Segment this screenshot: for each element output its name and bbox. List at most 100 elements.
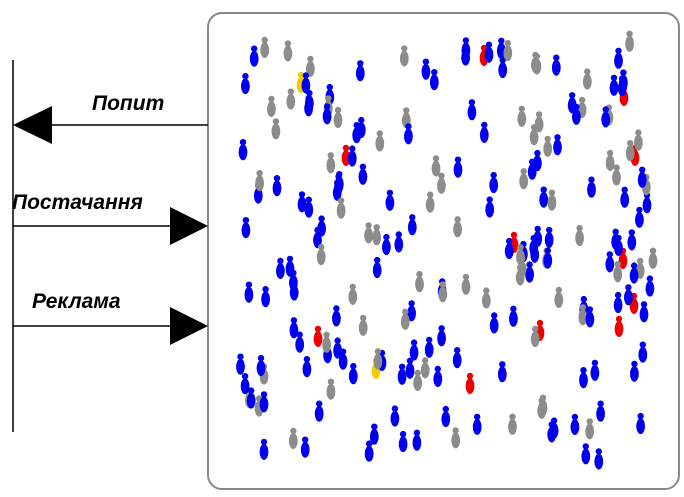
- agent-figure-blue: [385, 189, 395, 211]
- agent-figure-blue: [627, 229, 637, 251]
- agent-figure-gray: [271, 118, 281, 140]
- agent-figure-gray: [260, 36, 270, 58]
- agent-figure-gray: [438, 281, 448, 303]
- agent-figure-blue: [289, 317, 299, 339]
- agent-figure-blue: [614, 47, 623, 69]
- agent-figure-gray: [532, 53, 542, 75]
- agent-figure-blue: [553, 134, 562, 156]
- agent-figure-gray: [326, 378, 336, 400]
- agent-figure-gray: [375, 130, 385, 152]
- agent-figure-blue: [407, 300, 416, 322]
- agent-figure-blue: [364, 440, 374, 462]
- agent-figure-gray: [582, 68, 592, 90]
- agent-figure-blue: [289, 279, 299, 301]
- agent-figure-gray: [425, 191, 435, 213]
- agent-figure-blue: [624, 284, 633, 306]
- agent-figure-blue: [484, 41, 494, 63]
- agent-figure-blue: [352, 122, 362, 144]
- agent-figure-blue: [240, 373, 250, 395]
- agent-figure-gray: [364, 222, 373, 244]
- agent-figure-blue: [424, 336, 434, 358]
- agent-figure-blue: [613, 291, 623, 314]
- agent-figure-gray: [400, 308, 410, 330]
- agent-figure-blue: [369, 423, 379, 445]
- agent-figure-blue: [259, 438, 269, 460]
- agent-figure-blue: [322, 103, 332, 125]
- agent-figure-blue: [596, 400, 605, 422]
- agent-figure-blue: [543, 247, 553, 269]
- agent-figure-gray: [634, 129, 643, 151]
- agent-figure-blue: [241, 217, 251, 239]
- agent-figure-gray: [585, 418, 595, 440]
- agent-figure-gray: [306, 55, 315, 77]
- agent-figure-blue: [333, 337, 342, 359]
- agent-figure-blue: [452, 347, 462, 369]
- agent-figure-gray: [255, 170, 264, 192]
- agent-figure-red: [313, 325, 323, 347]
- agent-figure-blue: [629, 262, 639, 284]
- agent-figure-blue: [605, 251, 615, 273]
- agent-figure-gray: [578, 304, 588, 326]
- agent-figure-blue: [355, 60, 365, 82]
- agent-figure-blue: [256, 354, 266, 377]
- agent-figure-blue: [635, 206, 644, 228]
- agent-figure-blue: [238, 139, 248, 161]
- agent-figure-gray: [517, 105, 527, 127]
- agent-figure-blue: [504, 237, 514, 260]
- agent-figure-blue: [334, 173, 343, 195]
- agent-figure-gray: [437, 172, 446, 194]
- agent-figure-blue: [332, 305, 341, 327]
- agent-figure-blue: [304, 95, 313, 117]
- agent-figure-blue: [581, 443, 591, 465]
- agent-figure-gray: [333, 106, 343, 129]
- agent-figure-red: [614, 315, 624, 337]
- agent-figure-blue: [295, 331, 305, 353]
- agent-figure-gray: [453, 216, 462, 238]
- agent-figure-blue: [638, 341, 648, 363]
- agent-figure-blue: [642, 192, 652, 214]
- agent-figure-blue: [441, 405, 451, 428]
- agent-figure-blue: [246, 387, 256, 409]
- agent-figure-blue: [530, 241, 540, 263]
- agent-figure-gray: [372, 224, 382, 246]
- agent-figure-blue: [544, 226, 554, 248]
- agent-figure-blue: [407, 214, 417, 236]
- agent-figure-blue: [249, 45, 259, 67]
- agent-figure-blue: [479, 121, 489, 143]
- agent-figure-blue: [433, 365, 443, 387]
- agent-figure-gray: [530, 325, 540, 348]
- agent-figure-blue: [539, 186, 549, 208]
- agent-figure-blue: [585, 306, 595, 328]
- agent-figure-blue: [594, 448, 604, 470]
- agent-figure-gray: [534, 111, 544, 133]
- agent-figure-gray: [451, 427, 461, 449]
- agent-figure-blue: [489, 171, 499, 194]
- agent-figure-blue: [397, 363, 407, 385]
- agent-figure-gray: [605, 149, 615, 171]
- agent-figure-blue: [636, 412, 645, 435]
- agent-figure-gray: [612, 164, 621, 186]
- agent-figure-blue: [572, 103, 581, 125]
- agent-figure-gray: [326, 152, 336, 174]
- agent-figure-red: [465, 372, 475, 394]
- agent-figure-gray: [415, 271, 424, 293]
- agent-figure-blue: [429, 69, 439, 91]
- agent-figure-blue: [301, 72, 311, 94]
- advertising-label: Реклама: [32, 290, 121, 313]
- agent-figure-blue: [472, 413, 482, 435]
- agent-figure-blue: [645, 275, 655, 297]
- agent-figure-gray: [267, 95, 276, 117]
- agent-figure-blue: [637, 166, 647, 188]
- agent-figure-blue: [461, 44, 470, 66]
- agent-figure-blue: [261, 286, 270, 308]
- agent-figure-gray: [420, 357, 430, 379]
- agent-figure-blue: [437, 325, 446, 347]
- agent-figure-gray: [316, 243, 326, 266]
- agent-figure-gray: [625, 30, 634, 52]
- agent-figure-blue: [241, 72, 250, 95]
- agent-figure-blue: [525, 261, 534, 283]
- agent-figure-blue: [611, 228, 621, 250]
- agent-figure-blue: [630, 360, 639, 382]
- agent-figure-blue: [390, 405, 400, 427]
